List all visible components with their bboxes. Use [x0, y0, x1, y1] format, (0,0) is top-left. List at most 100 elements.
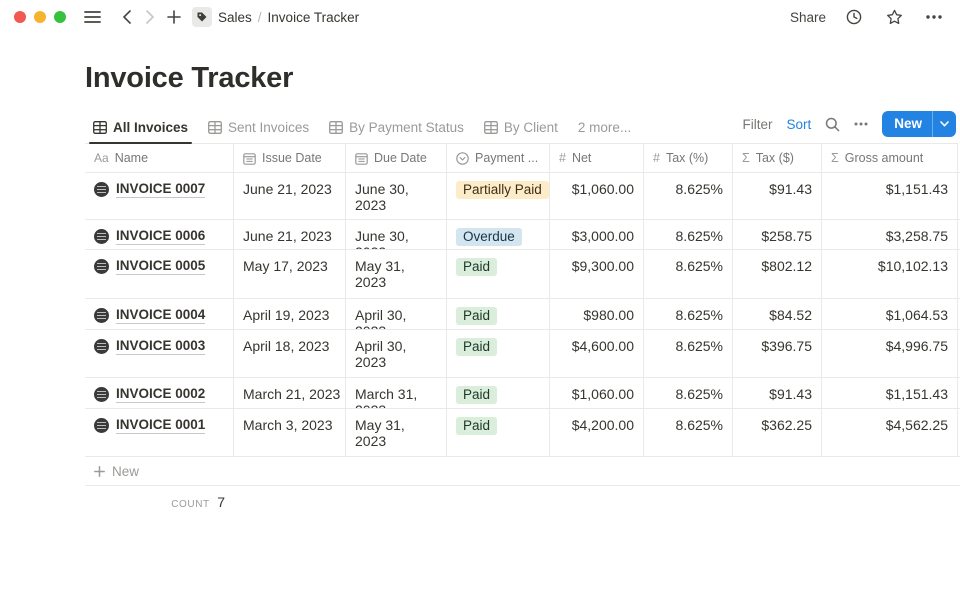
tax-percent-cell[interactable]: 8.625%: [644, 173, 733, 219]
new-button-chevron-down-icon[interactable]: [932, 111, 956, 137]
net-cell[interactable]: $1,060.00: [550, 378, 644, 408]
net-cell[interactable]: $4,200.00: [550, 409, 644, 456]
filter-button[interactable]: Filter: [742, 116, 773, 132]
due-date-cell[interactable]: March 31, 2023: [346, 378, 447, 408]
gross-amount-cell[interactable]: $4,562.25: [822, 409, 958, 456]
share-button[interactable]: Share: [789, 9, 826, 25]
new-page-icon[interactable]: [162, 5, 186, 29]
due-date-cell[interactable]: April 30, 2023: [346, 299, 447, 329]
search-icon[interactable]: [825, 117, 840, 132]
view-tab-sent-invoices[interactable]: Sent Invoices: [200, 114, 317, 143]
net-cell[interactable]: $4,600.00: [550, 330, 644, 377]
count-calculation[interactable]: COUNT 7: [85, 486, 234, 512]
view-tab-all-invoices[interactable]: All Invoices: [85, 114, 196, 144]
breadcrumb-workspace[interactable]: Sales: [218, 9, 252, 25]
view-tab-by-client[interactable]: By Client: [476, 114, 566, 143]
column-header-name[interactable]: Aa Name: [85, 144, 234, 172]
issue-date-cell[interactable]: March 21, 2023: [234, 378, 346, 408]
tax-percent-cell[interactable]: 8.625%: [644, 330, 733, 377]
tax-percent-cell[interactable]: 8.625%: [644, 250, 733, 298]
due-date-cell[interactable]: June 30, 2023: [346, 220, 447, 249]
new-button[interactable]: New: [882, 111, 956, 137]
close-window-button[interactable]: [14, 11, 26, 23]
net-cell[interactable]: $3,000.00: [550, 220, 644, 249]
invoice-page-link[interactable]: INVOICE 0007: [85, 173, 234, 219]
issue-date-cell[interactable]: March 3, 2023: [234, 409, 346, 456]
gross-amount-cell[interactable]: $1,064.53: [822, 299, 958, 329]
issue-date-cell[interactable]: May 17, 2023: [234, 250, 346, 298]
gross-amount-cell[interactable]: $10,102.13: [822, 250, 958, 298]
tax-dollar-cell[interactable]: $91.43: [733, 378, 822, 408]
history-clock-icon[interactable]: [842, 5, 866, 29]
tax-dollar-cell[interactable]: $362.25: [733, 409, 822, 456]
minimize-window-button[interactable]: [34, 11, 46, 23]
tax-percent-cell[interactable]: 8.625%: [644, 299, 733, 329]
column-header-payment[interactable]: Payment ...: [447, 144, 550, 172]
due-date-cell[interactable]: May 31, 2023: [346, 409, 447, 456]
tax-percent-cell[interactable]: 8.625%: [644, 409, 733, 456]
invoice-name[interactable]: INVOICE 0007: [116, 181, 206, 198]
net-cell[interactable]: $9,300.00: [550, 250, 644, 298]
payment-status-cell[interactable]: Paid: [447, 330, 550, 377]
invoice-page-link[interactable]: INVOICE 0006: [85, 220, 234, 249]
breadcrumb-page[interactable]: Invoice Tracker: [267, 9, 360, 25]
column-header-net[interactable]: # Net: [550, 144, 644, 172]
payment-status-cell[interactable]: Paid: [447, 299, 550, 329]
gross-amount-cell[interactable]: $1,151.43: [822, 173, 958, 219]
table-view-icon: [208, 121, 222, 134]
payment-status-cell[interactable]: Paid: [447, 409, 550, 456]
tax-percent-cell[interactable]: 8.625%: [644, 378, 733, 408]
new-button-label[interactable]: New: [894, 116, 922, 131]
invoice-page-link[interactable]: INVOICE 0004: [85, 299, 234, 329]
payment-status-cell[interactable]: Overdue: [447, 220, 550, 249]
column-header-issue-date[interactable]: Issue Date: [234, 144, 346, 172]
payment-status-cell[interactable]: Partially Paid: [447, 173, 550, 219]
invoice-name[interactable]: INVOICE 0002: [116, 386, 206, 403]
due-date-cell[interactable]: April 30, 2023: [346, 330, 447, 377]
view-tab-2-more[interactable]: 2 more...: [570, 114, 639, 143]
tax-percent-cell[interactable]: 8.625%: [644, 220, 733, 249]
invoice-name[interactable]: INVOICE 0004: [116, 307, 206, 324]
gross-amount-cell[interactable]: $3,258.75: [822, 220, 958, 249]
more-options-icon[interactable]: [922, 5, 946, 29]
invoice-name[interactable]: INVOICE 0003: [116, 338, 206, 355]
gross-amount-cell[interactable]: $1,151.43: [822, 378, 958, 408]
column-header-tax[interactable]: Σ Tax ($): [733, 144, 822, 172]
zoom-window-button[interactable]: [54, 11, 66, 23]
net-cell[interactable]: $980.00: [550, 299, 644, 329]
invoice-page-link[interactable]: INVOICE 0002: [85, 378, 234, 408]
view-options-icon[interactable]: [854, 122, 868, 126]
issue-date-cell[interactable]: June 21, 2023: [234, 220, 346, 249]
payment-status-cell[interactable]: Paid: [447, 378, 550, 408]
gross-amount-cell[interactable]: $4,996.75: [822, 330, 958, 377]
invoice-name[interactable]: INVOICE 0005: [116, 258, 206, 275]
favorite-star-icon[interactable]: [882, 5, 906, 29]
forward-icon[interactable]: [138, 5, 162, 29]
issue-date-cell[interactable]: June 21, 2023: [234, 173, 346, 219]
tax-dollar-cell[interactable]: $91.43: [733, 173, 822, 219]
tax-dollar-cell[interactable]: $258.75: [733, 220, 822, 249]
due-date-cell[interactable]: May 31, 2023: [346, 250, 447, 298]
column-header-due-date[interactable]: Due Date: [346, 144, 447, 172]
tax-dollar-cell[interactable]: $396.75: [733, 330, 822, 377]
payment-status-cell[interactable]: Paid: [447, 250, 550, 298]
net-cell[interactable]: $1,060.00: [550, 173, 644, 219]
invoice-page-link[interactable]: INVOICE 0003: [85, 330, 234, 377]
sort-button[interactable]: Sort: [786, 116, 812, 132]
back-icon[interactable]: [114, 5, 138, 29]
add-row-button[interactable]: New: [85, 457, 960, 486]
issue-date-cell[interactable]: April 18, 2023: [234, 330, 346, 377]
sidebar-menu-icon[interactable]: [80, 5, 104, 29]
due-date-cell[interactable]: June 30, 2023: [346, 173, 447, 219]
window-controls: [14, 11, 66, 23]
issue-date-cell[interactable]: April 19, 2023: [234, 299, 346, 329]
view-tab-by-payment-status[interactable]: By Payment Status: [321, 114, 472, 143]
invoice-page-link[interactable]: INVOICE 0005: [85, 250, 234, 298]
tax-dollar-cell[interactable]: $84.52: [733, 299, 822, 329]
invoice-name[interactable]: INVOICE 0001: [116, 417, 206, 434]
invoice-page-link[interactable]: INVOICE 0001: [85, 409, 234, 456]
column-header-gross-amount[interactable]: Σ Gross amount: [822, 144, 958, 172]
column-header-tax[interactable]: # Tax (%): [644, 144, 733, 172]
invoice-name[interactable]: INVOICE 0006: [116, 228, 206, 245]
tax-dollar-cell[interactable]: $802.12: [733, 250, 822, 298]
